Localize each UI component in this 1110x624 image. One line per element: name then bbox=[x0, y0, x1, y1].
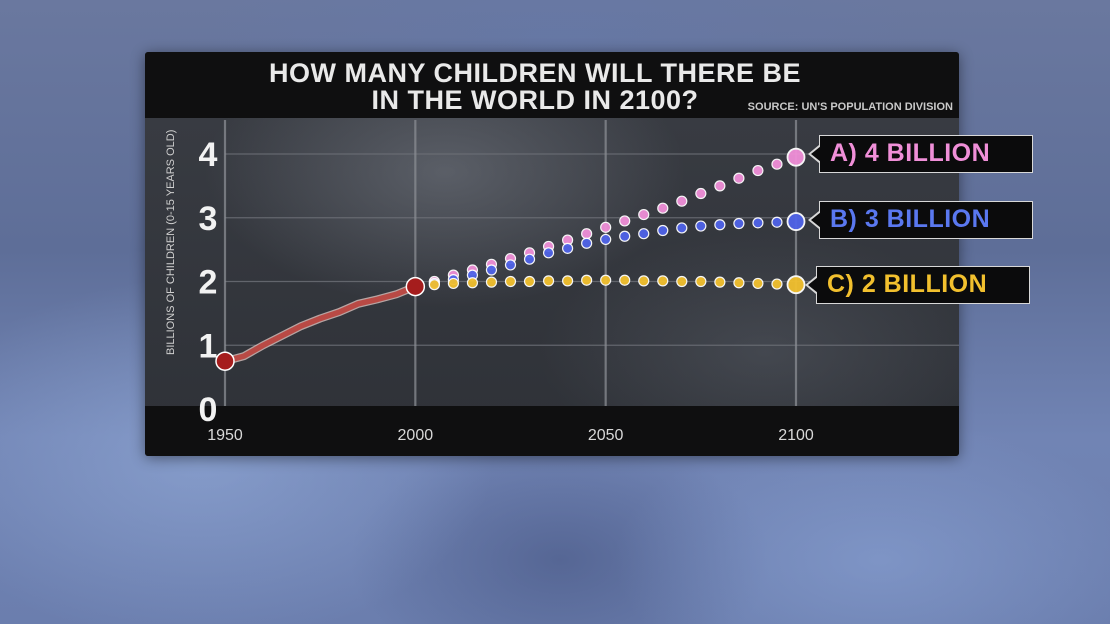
x-axis-strip bbox=[145, 406, 959, 456]
series-c-point-17 bbox=[733, 277, 745, 289]
y-tick-label-0: 0 bbox=[199, 391, 218, 429]
callout-series-c: C) 2 BILLION bbox=[805, 266, 1030, 304]
callout-series-a: A) 4 BILLION bbox=[808, 135, 1033, 173]
title-bar: HOW MANY CHILDREN WILL THERE BE IN THE W… bbox=[145, 52, 959, 118]
series-b-point-17 bbox=[733, 217, 745, 230]
x-tick-label-2: 2050 bbox=[588, 427, 624, 444]
chart-title-line-1: HOW MANY CHILDREN WILL THERE BE bbox=[269, 58, 801, 88]
series-b-point-20 bbox=[786, 212, 806, 231]
series-c-point-4 bbox=[485, 276, 498, 288]
series-b-point-13 bbox=[657, 224, 669, 237]
series-a-point-17 bbox=[733, 172, 745, 184]
series-a-point-10 bbox=[600, 221, 612, 233]
series-a-point-12 bbox=[638, 208, 650, 221]
series-c-point-8 bbox=[562, 275, 574, 287]
y-tick-label-1: 1 bbox=[199, 327, 218, 365]
series-a-point-9 bbox=[581, 228, 593, 240]
callout-b-label: B) 3 BILLION bbox=[830, 205, 991, 233]
series-c-point-15 bbox=[695, 275, 707, 288]
series-b-point-19 bbox=[771, 216, 783, 228]
series-c-point-20 bbox=[786, 275, 806, 295]
series-b-point-14 bbox=[676, 222, 688, 234]
series-b-point-15 bbox=[695, 220, 707, 232]
series-c-point-6 bbox=[523, 275, 536, 288]
callout-c-label: C) 2 BILLION bbox=[827, 270, 988, 298]
series-a-point-19 bbox=[771, 158, 783, 170]
series-c-point-9 bbox=[581, 274, 593, 286]
series-b-point-9 bbox=[581, 237, 593, 249]
series-a-point-16 bbox=[714, 180, 726, 192]
series-b-point-7 bbox=[542, 247, 555, 259]
x-tick-label-3: 2100 bbox=[778, 427, 814, 444]
series-a-point-13 bbox=[657, 202, 669, 214]
series-b-point-12 bbox=[638, 228, 650, 240]
chart-panel: HOW MANY CHILDREN WILL THERE BE IN THE W… bbox=[145, 52, 959, 456]
historical-line bbox=[222, 283, 419, 364]
series-b-point-4 bbox=[485, 264, 498, 276]
series-c-point-7 bbox=[542, 275, 555, 287]
series-c-point-5 bbox=[504, 275, 517, 288]
chart-plot: 0 1 2 3 4 1950 2000 2050 2100 bbox=[199, 120, 959, 444]
series-b-point-10 bbox=[600, 233, 612, 246]
series-c-point-3 bbox=[466, 277, 479, 289]
series-c-point-10 bbox=[600, 274, 612, 286]
callout-a-label: A) 4 BILLION bbox=[830, 139, 991, 167]
x-tick-label-1: 2000 bbox=[398, 427, 434, 444]
historical-end-point bbox=[405, 276, 426, 297]
source-note: SOURCE: UN'S POPULATION DIVISION bbox=[747, 101, 953, 113]
series-c-point-16 bbox=[714, 276, 726, 288]
series-a-point-11 bbox=[619, 215, 631, 227]
series-b-point-8 bbox=[562, 242, 574, 254]
series-a-point-18 bbox=[752, 164, 764, 177]
y-axis-label: BILLIONS OF CHILDREN (0-15 YEARS OLD) bbox=[165, 129, 177, 355]
chart-title-line-2: IN THE WORLD IN 2100? bbox=[371, 85, 699, 115]
series-c-point-11 bbox=[619, 274, 631, 286]
series-a-point-20 bbox=[786, 147, 806, 167]
y-tick-label-3: 3 bbox=[199, 200, 218, 238]
x-tick-label-0: 1950 bbox=[207, 427, 243, 444]
series-a-point-14 bbox=[676, 195, 688, 207]
series-c-point-14 bbox=[676, 275, 688, 288]
series-c-point-18 bbox=[752, 277, 764, 290]
series-c-point-1 bbox=[428, 279, 440, 291]
series-c-point-12 bbox=[638, 275, 650, 287]
y-tick-label-2: 2 bbox=[199, 264, 218, 302]
series-a-point-15 bbox=[695, 187, 707, 200]
historical-start-point bbox=[215, 351, 235, 371]
series-b-point-18 bbox=[752, 217, 764, 229]
series-b-point-6 bbox=[523, 253, 536, 265]
series-c-point-19 bbox=[771, 278, 783, 290]
callout-series-b: B) 3 BILLION bbox=[808, 201, 1033, 239]
series-b-point-11 bbox=[619, 230, 631, 242]
series-b-point-5 bbox=[504, 259, 517, 271]
y-tick-label-4: 4 bbox=[199, 136, 218, 174]
series-b-point-16 bbox=[714, 219, 726, 231]
series-c-point-2 bbox=[447, 277, 459, 290]
series-c-point-13 bbox=[657, 275, 669, 287]
